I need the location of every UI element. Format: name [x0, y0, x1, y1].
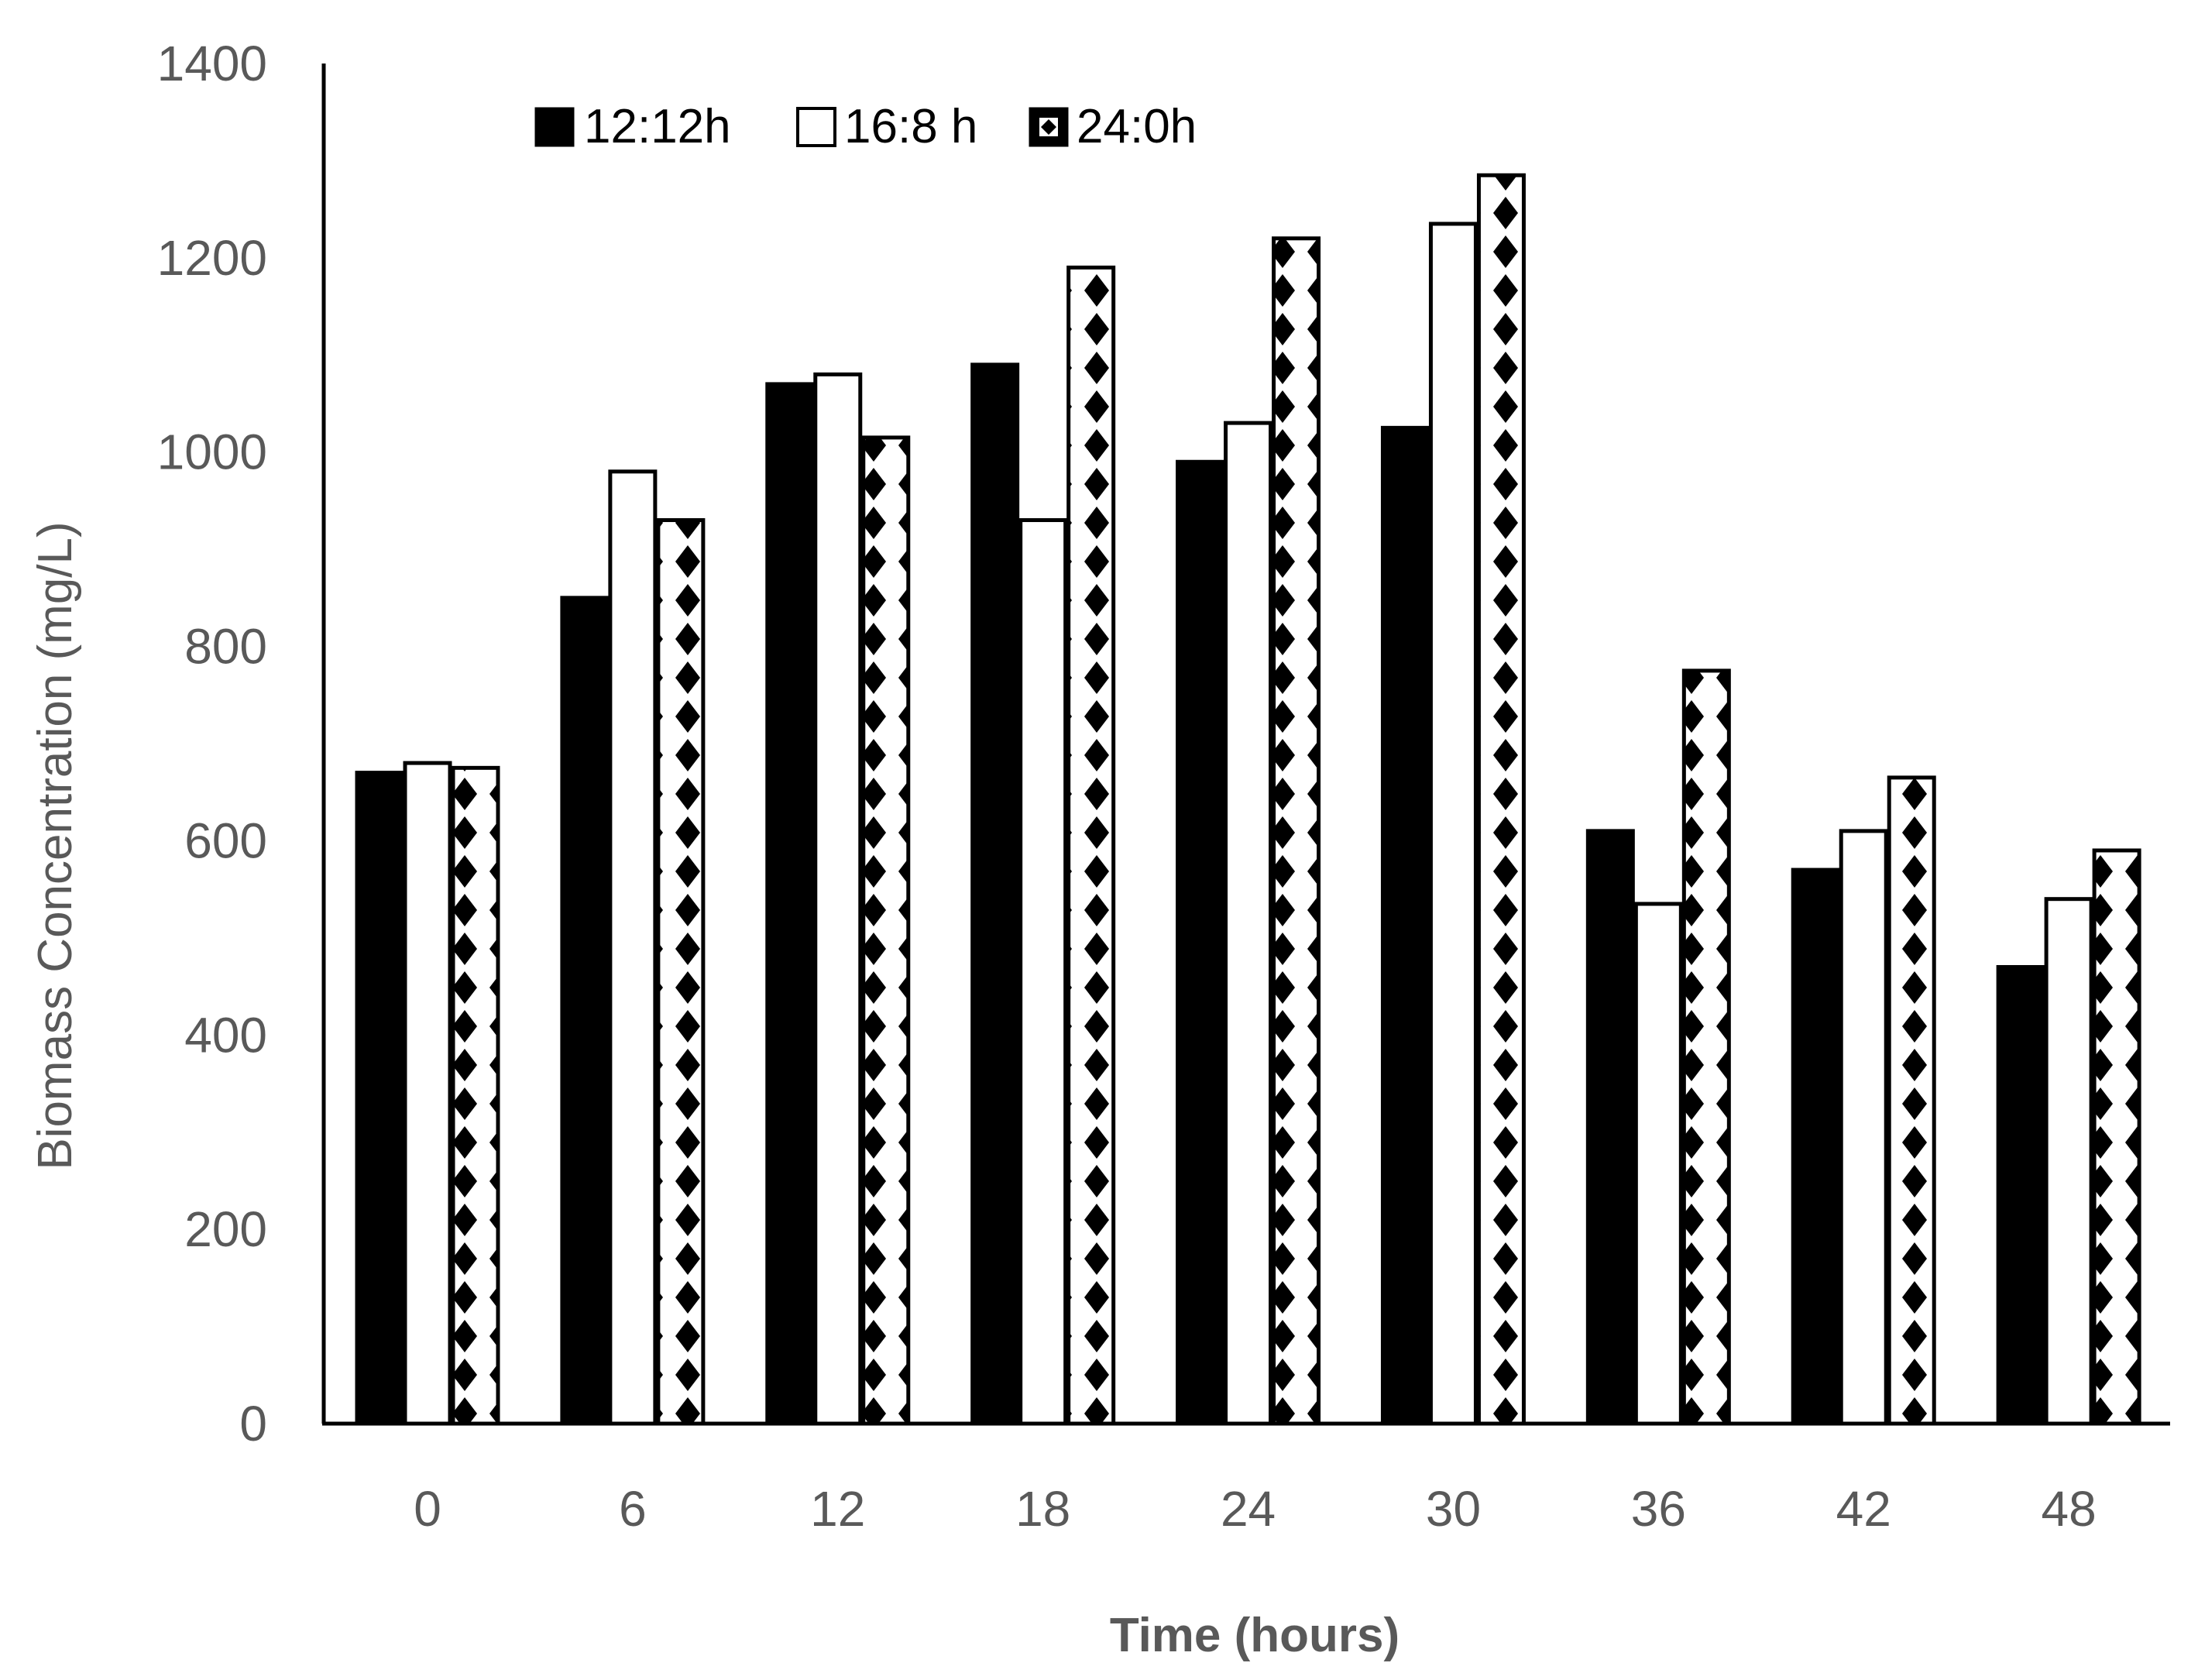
- x-tick-label: 0: [414, 1481, 441, 1537]
- legend-label-1212h: 12:12h: [584, 100, 731, 153]
- bar-168h-t48: [2044, 897, 2093, 1426]
- y-tick-label: 1200: [157, 230, 267, 286]
- legend-item-240h: 24:0h: [1029, 100, 1197, 153]
- bar-168h-t24: [1224, 421, 1273, 1426]
- bar-1212h-t24: [1176, 459, 1225, 1426]
- bar-168h-t18: [1018, 518, 1068, 1426]
- bar-240h-t12: [861, 435, 911, 1426]
- bar-168h-t36: [1633, 902, 1683, 1426]
- legend-swatch-168h: [796, 107, 836, 147]
- bar-240h-t0: [451, 765, 500, 1426]
- bar-1212h-t42: [1791, 867, 1840, 1426]
- legend-label-240h: 24:0h: [1077, 100, 1197, 153]
- y-tick-label: 600: [184, 813, 267, 868]
- legend-label-168h: 16:8 h: [844, 100, 977, 153]
- legend-item-168h: 16:8 h: [796, 100, 977, 153]
- x-tick-label: 6: [619, 1481, 647, 1537]
- y-ticks: 0 200 400 600 800 1000 1200 1400: [157, 36, 267, 1452]
- y-tick-label: 400: [184, 1007, 267, 1063]
- bar-240h-t42: [1887, 775, 1936, 1426]
- bar-168h-t0: [403, 761, 452, 1426]
- x-ticks: 0 6 12 18 24 30 36 42 48: [414, 1481, 2097, 1537]
- bar-240h-t30: [1476, 173, 1526, 1426]
- legend-swatch-240h-diamond: [1041, 119, 1056, 135]
- y-tick-label: 1400: [157, 36, 267, 91]
- bar-240h-t6: [656, 518, 706, 1426]
- bar-1212h-t48: [1996, 964, 2045, 1426]
- x-tick-label: 48: [2042, 1481, 2097, 1537]
- legend-item-1212h: 12:12h: [534, 100, 731, 153]
- bar-168h-t42: [1839, 829, 1888, 1426]
- x-tick-label: 24: [1221, 1481, 1276, 1537]
- bar-1212h-t0: [355, 771, 404, 1426]
- legend-swatch-1212h: [534, 107, 575, 147]
- y-tick-label: 1000: [157, 424, 267, 480]
- legend-swatch-240h: [1029, 107, 1069, 147]
- bar-1212h-t18: [970, 362, 1020, 1426]
- x-axis-label: Time (hours): [1110, 1609, 1400, 1662]
- bar-240h-t24: [1272, 236, 1321, 1426]
- bar-1212h-t30: [1380, 425, 1430, 1426]
- bar-168h-t6: [608, 469, 658, 1426]
- bar-1212h-t36: [1585, 829, 1635, 1426]
- bars-layer: [355, 173, 2141, 1426]
- y-axis-label: Biomass Concentration (mg/L): [29, 521, 82, 1170]
- legend: 12:12h 16:8 h 24:0h: [534, 100, 1197, 153]
- y-tick-label: 800: [184, 619, 267, 675]
- bar-240h-t18: [1066, 265, 1116, 1426]
- bar-1212h-t12: [765, 382, 815, 1426]
- bar-240h-t48: [2092, 848, 2141, 1426]
- bar-168h-t30: [1428, 222, 1478, 1426]
- x-tick-label: 30: [1426, 1481, 1481, 1537]
- x-tick-label: 42: [1836, 1481, 1891, 1537]
- y-tick-label: 0: [239, 1396, 267, 1452]
- y-tick-label: 200: [184, 1201, 267, 1257]
- bar-168h-t12: [813, 372, 863, 1426]
- x-tick-label: 18: [1015, 1481, 1070, 1537]
- x-tick-label: 36: [1631, 1481, 1686, 1537]
- x-tick-label: 12: [810, 1481, 865, 1537]
- bar-240h-t36: [1681, 668, 1731, 1426]
- bar-1212h-t6: [560, 596, 610, 1426]
